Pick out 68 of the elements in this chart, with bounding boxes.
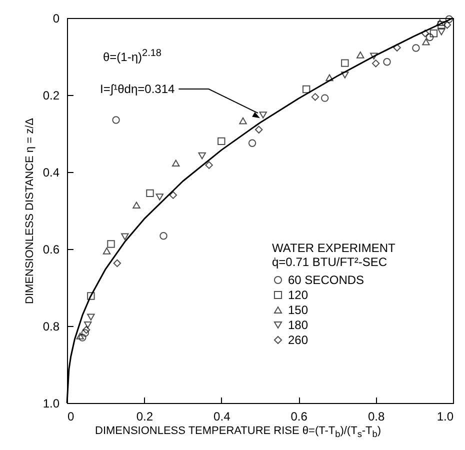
- point: [393, 44, 401, 52]
- point: [87, 292, 95, 300]
- point: [356, 52, 364, 58]
- point: [341, 72, 349, 78]
- point: [239, 117, 247, 124]
- annotation: θ=(1-η)$^{2.18}$: [103, 48, 162, 64]
- point: [421, 30, 430, 38]
- point: [198, 152, 206, 160]
- x-tick-label: 0.2: [136, 410, 154, 424]
- legend-label: 60 SECONDS: [288, 273, 364, 287]
- point: [341, 59, 349, 67]
- x-tick-label: 0: [68, 410, 74, 424]
- point: [302, 85, 310, 94]
- point: [412, 44, 420, 52]
- point: [372, 60, 380, 68]
- legend-label: 120: [288, 288, 308, 302]
- point: [146, 189, 154, 198]
- point: [102, 248, 111, 254]
- point: [443, 21, 452, 29]
- point: [160, 232, 168, 240]
- x-tick-label: 0.8: [368, 410, 385, 424]
- point: [259, 112, 267, 118]
- point: [422, 38, 430, 46]
- point: [82, 326, 90, 334]
- point: [320, 94, 329, 102]
- legend-label: 180: [288, 318, 308, 332]
- point: [76, 332, 84, 340]
- point: [172, 160, 180, 167]
- annotation: q̇=0.71 BTU/FT²-SEC: [272, 255, 388, 269]
- point: [254, 126, 263, 134]
- point: [383, 58, 391, 66]
- y-tick-label: 0.2: [42, 88, 60, 102]
- point: [370, 52, 378, 60]
- point: [121, 233, 129, 240]
- x-axis-title: DIMENSIONLESS TEMPERATURE RISE θ=(T-T$_{b}$)/(T$_{s}$-T$_{b}$): [95, 425, 382, 440]
- y-tick-label: 1.0: [42, 396, 60, 410]
- point: [87, 314, 95, 321]
- y-tick-label: 0.8: [42, 320, 60, 334]
- y-axis-title: DIMENSIONLESS DISTANCE η = z/Δ: [24, 117, 36, 304]
- point: [438, 28, 446, 36]
- legend-label: 260: [288, 333, 308, 347]
- point: [84, 321, 92, 328]
- point: [78, 334, 86, 342]
- y-tick-label: 0.4: [42, 166, 60, 180]
- point: [169, 191, 178, 199]
- legend-title: WATER EXPERIMENT: [272, 241, 396, 255]
- point: [156, 194, 164, 200]
- x-tick-label: 0.4: [214, 410, 231, 424]
- y-tick-label: 0: [52, 12, 60, 26]
- y-tick-label: 0.6: [42, 242, 60, 256]
- point: [426, 33, 434, 42]
- point: [311, 93, 320, 101]
- x-tick-label: 0.6: [290, 410, 308, 424]
- point: [326, 74, 334, 82]
- annotation: I=∫¹θdη=0.314: [100, 82, 175, 96]
- point: [430, 30, 438, 38]
- point: [436, 19, 444, 26]
- point: [248, 139, 256, 147]
- point: [218, 137, 226, 146]
- legend-label: 150: [288, 303, 308, 317]
- point: [132, 202, 140, 209]
- point: [205, 161, 213, 169]
- point: [113, 259, 122, 268]
- point: [112, 116, 120, 124]
- x-tick-label: 1.0: [436, 410, 454, 424]
- point: [81, 329, 89, 337]
- point: [107, 240, 115, 248]
- point: [438, 21, 446, 29]
